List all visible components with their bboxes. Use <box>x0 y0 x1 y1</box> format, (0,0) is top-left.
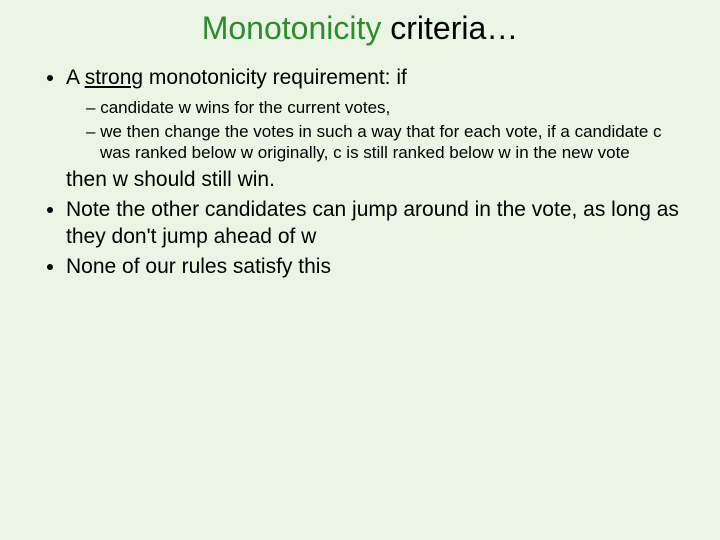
title-word-accent: Monotonicity <box>202 10 382 46</box>
bullet-3: None of our rules satisfy this <box>66 254 690 280</box>
sub-bullet-2: we then change the votes in such a way t… <box>86 121 690 164</box>
bullet-1-prefix: A <box>66 66 85 89</box>
title-word-rest: criteria… <box>381 10 518 46</box>
sub-bullet-1: candidate w wins for the current votes, <box>86 97 690 118</box>
bullet-1-continuation: then w should still win. <box>66 167 690 193</box>
slide-title: Monotonicity criteria… <box>30 10 690 47</box>
bullet-1-suffix: monotonicity requirement: if <box>143 66 407 89</box>
slide-container: Monotonicity criteria… A strong monotoni… <box>0 0 720 540</box>
bullet-2: Note the other candidates can jump aroun… <box>66 197 690 250</box>
bullet-list: A strong monotonicity requirement: if ca… <box>30 65 690 280</box>
bullet-1-underlined: strong <box>85 66 143 89</box>
sub-bullet-list: candidate w wins for the current votes, … <box>66 97 690 163</box>
bullet-1: A strong monotonicity requirement: if ca… <box>66 65 690 193</box>
